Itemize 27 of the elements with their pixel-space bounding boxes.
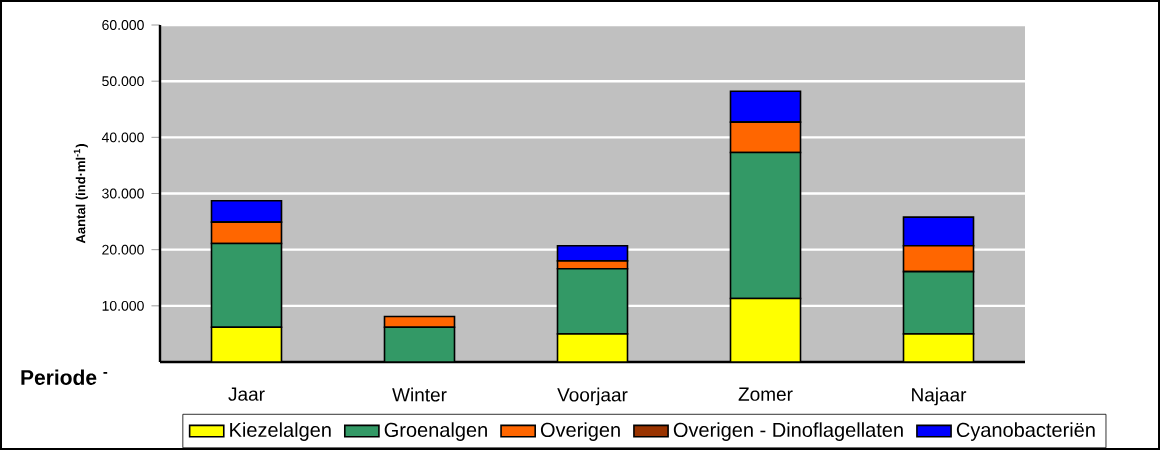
x-tick-label: Voorjaar xyxy=(557,387,628,406)
y-tick-label: 50.000 xyxy=(102,76,144,87)
y-tick-label: 10.000 xyxy=(102,300,144,311)
x-tick-label: Jaar xyxy=(228,387,265,401)
bar xyxy=(902,270,975,335)
bar xyxy=(210,242,283,328)
bar xyxy=(556,333,629,362)
y-axis-title: Aantal (ind·ml$^{-1}$) xyxy=(73,144,88,244)
y-tick-label: 30.000 xyxy=(102,188,144,199)
x-axis-title: Periode $^{-}$ xyxy=(21,369,108,385)
legend-label: Groenalgen xyxy=(384,422,487,441)
y-tick-label: 40.000 xyxy=(101,132,144,143)
x-tick-label: Zomer xyxy=(738,387,793,401)
legend-label: Kiezelalgen xyxy=(230,422,331,441)
bar xyxy=(729,297,802,362)
legend-label: Overigen - Dinoflagellaten xyxy=(673,422,903,441)
bar xyxy=(729,151,802,300)
bar xyxy=(902,333,975,362)
bar xyxy=(383,326,456,362)
x-tick-label: Winter xyxy=(392,387,447,402)
y-tick-label: 60.000 xyxy=(102,20,144,30)
legend-label: Overigen xyxy=(540,422,620,441)
x-tick-label: Najaar xyxy=(912,387,967,406)
bar xyxy=(210,326,283,362)
bar xyxy=(556,267,629,335)
legend-label: Cyanobacteriën xyxy=(956,422,1095,441)
y-tick-label: 20.000 xyxy=(102,244,144,255)
